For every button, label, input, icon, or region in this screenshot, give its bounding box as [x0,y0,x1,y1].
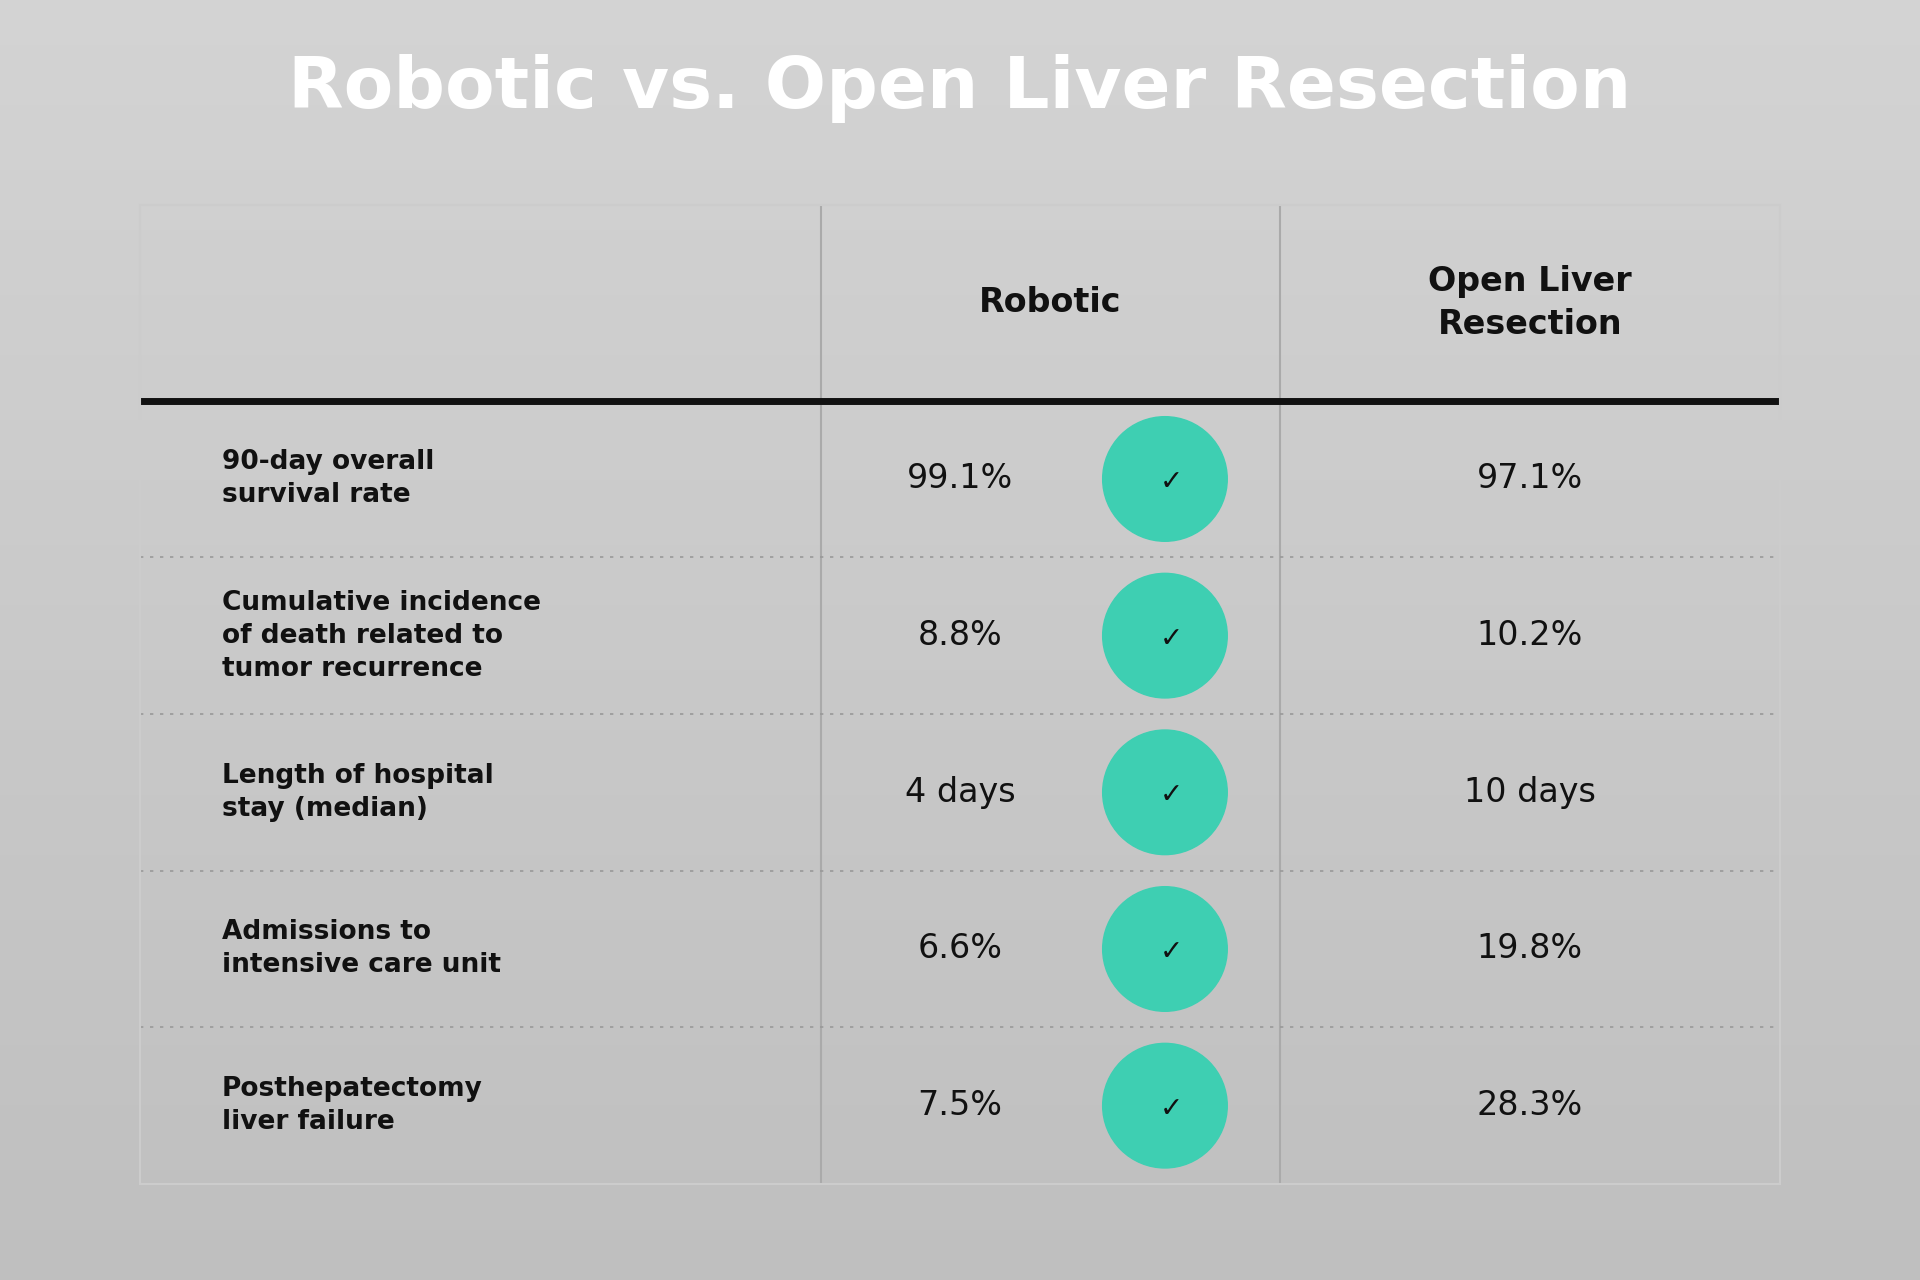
Text: 8.8%: 8.8% [918,620,1002,652]
Text: Open Liver
Resection: Open Liver Resection [1428,265,1632,340]
Text: Length of hospital
stay (median): Length of hospital stay (median) [223,763,493,822]
Text: 90-day overall
survival rate: 90-day overall survival rate [223,449,434,508]
Text: Robotic: Robotic [979,287,1121,319]
Text: ✓: ✓ [1160,468,1183,495]
Text: Robotic vs. Open Liver Resection: Robotic vs. Open Liver Resection [288,54,1632,123]
Text: ✓: ✓ [1160,938,1183,966]
Ellipse shape [1102,730,1227,855]
Ellipse shape [1102,573,1227,698]
Text: 6.6%: 6.6% [918,933,1002,965]
Ellipse shape [1102,887,1227,1011]
Text: Admissions to
intensive care unit: Admissions to intensive care unit [223,919,501,978]
Text: 10.2%: 10.2% [1476,620,1582,652]
Text: ✓: ✓ [1160,781,1183,809]
Ellipse shape [1102,417,1227,541]
Text: ✓: ✓ [1160,625,1183,653]
Ellipse shape [1102,1043,1227,1167]
Text: 97.1%: 97.1% [1476,462,1582,495]
Text: 28.3%: 28.3% [1476,1089,1582,1123]
Text: 19.8%: 19.8% [1476,933,1582,965]
Text: 4 days: 4 days [904,776,1016,809]
Text: Posthepatectomy
liver failure: Posthepatectomy liver failure [223,1076,482,1135]
Text: 99.1%: 99.1% [906,462,1014,495]
Text: 10 days: 10 days [1463,776,1596,809]
Text: ✓: ✓ [1160,1094,1183,1123]
Text: Cumulative incidence
of death related to
tumor recurrence: Cumulative incidence of death related to… [223,590,541,682]
Text: 7.5%: 7.5% [918,1089,1002,1123]
